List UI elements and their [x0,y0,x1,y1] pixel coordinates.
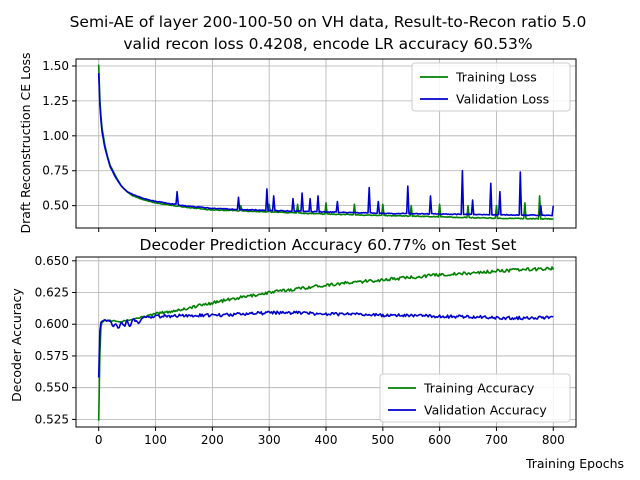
series-line-validation-loss [97,72,555,217]
series-line-training-accuracy [97,266,555,421]
y-tick-label: 0.575 [35,349,69,363]
legend: Training Accuracy Validation Accuracy [379,373,571,423]
figure-title-line1: Semi-AE of layer 200-100-50 on VH data, … [70,13,587,31]
x-tick-label: 500 [371,433,394,447]
legend: Training Loss Validation Loss [411,62,571,112]
y-tick-label: 1.50 [42,59,69,73]
x-tick-label: 200 [201,433,224,447]
y-tick-label: 0.600 [35,317,69,331]
bottom-chart-ylabel: Decoder Accuracy [9,288,24,402]
x-tick-label: 700 [485,433,508,447]
legend-label: Training Loss [455,70,537,85]
x-tick-label: 300 [258,433,281,447]
legend-label: Validation Loss [456,92,549,107]
legend-box [379,373,571,423]
top-chart-ylabel: Draft Reconstruction CE Loss [18,52,33,233]
legend-label: Validation Accuracy [424,403,547,418]
x-tick-label: 100 [144,433,167,447]
y-tick-label: 0.625 [35,286,69,300]
bottom-chart-xlabel: Training Epochs [525,456,624,471]
legend-box [411,62,571,112]
figure-title-line2: valid recon loss 0.4208, encode LR accur… [123,35,532,53]
y-tick-label: 0.50 [42,199,69,213]
series-line-validation-accuracy [97,310,554,378]
accuracy-chart: 0 100 200 300 400 500 600 700 800 0.525 0.550 0.575… [35,254,577,447]
x-tick-label: 0 [95,433,103,447]
legend-label: Training Accuracy [423,381,535,396]
series-line-training-loss [97,64,554,220]
y-tick-label: 0.550 [35,381,69,395]
y-tick-label: 0.525 [35,412,69,426]
y-tick-label: 0.75 [42,164,69,178]
y-tick-label: 1.25 [42,94,69,108]
series-group [97,64,555,220]
x-tick-label: 600 [428,433,451,447]
loss-chart: 0.50 0.75 1.00 1.25 1.50 Training Loss Validat… [42,58,577,232]
x-tick-label: 400 [315,433,338,447]
series-group [97,266,555,421]
y-tick-label: 0.650 [35,254,69,268]
y-tick-label: 1.00 [42,129,69,143]
x-tick-label: 800 [542,433,565,447]
bottom-chart-title: Decoder Prediction Accuracy 60.77% on Te… [140,236,517,254]
